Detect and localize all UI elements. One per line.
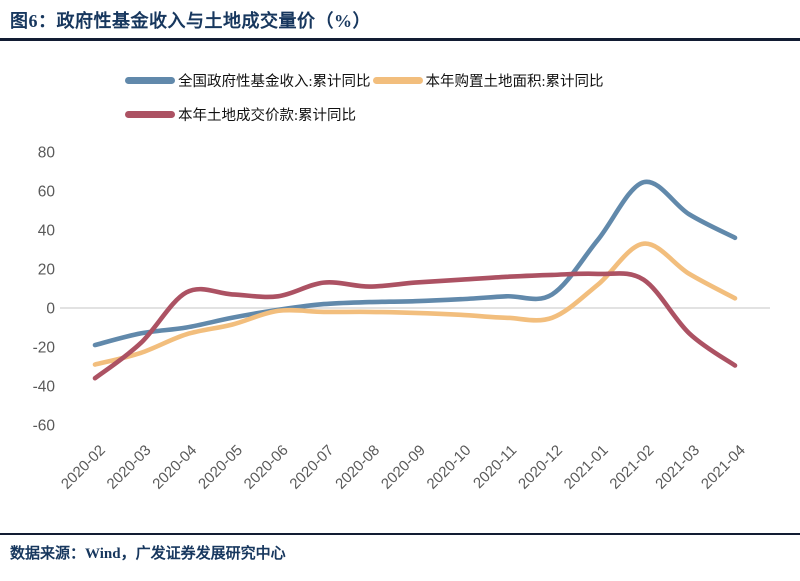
y-tick-label-6: -40 bbox=[33, 379, 56, 396]
y-tick-label-7: -60 bbox=[33, 418, 56, 435]
x-tick-label-11: 2021-01 bbox=[561, 442, 612, 493]
x-tick-label-12: 2021-02 bbox=[606, 442, 657, 493]
y-tick-label-4: 0 bbox=[46, 301, 55, 318]
legend-label-1: 本年购置土地面积:累计同比 bbox=[425, 74, 604, 90]
x-tick-label-2: 2020-04 bbox=[149, 442, 200, 493]
figure-title: 图6：政府性基金收入与土地成交量价（%） bbox=[10, 11, 371, 31]
legend-swatch-1 bbox=[372, 77, 423, 84]
x-tick-label-9: 2020-11 bbox=[470, 442, 520, 492]
chart-legend: 全国政府性基金收入:累计同比 本年购置土地面积:累计同比本年土地成交价款:累计同比 bbox=[125, 70, 745, 138]
x-tick-label-0: 2020-02 bbox=[58, 442, 109, 493]
land-area-line bbox=[92, 241, 738, 367]
y-tick-label-0: 80 bbox=[38, 145, 56, 162]
legend-swatch-2 bbox=[125, 111, 175, 118]
legend-item-1: 本年购置土地面积:累计同比 bbox=[372, 70, 604, 91]
legend-label-0: 全国政府性基金收入:累计同比 bbox=[178, 74, 371, 90]
legend-item-2: 本年土地成交价款:累计同比 bbox=[125, 104, 356, 125]
x-tick-label-10: 2020-12 bbox=[515, 442, 566, 493]
chart-canvas: 806040200-20-40-602020-022020-032020-042… bbox=[33, 145, 770, 493]
x-tick-label-5: 2020-07 bbox=[286, 442, 337, 493]
land-value-line bbox=[92, 271, 738, 381]
x-tick-label-4: 2020-06 bbox=[241, 442, 292, 493]
legend-swatch-0 bbox=[125, 77, 175, 84]
gov-fund-revenue-line bbox=[92, 179, 738, 348]
title-divider bbox=[0, 38, 800, 41]
footer-divider bbox=[0, 533, 800, 535]
legend-row-1: 本年土地成交价款:累计同比 bbox=[125, 104, 745, 125]
x-tick-label-13: 2021-03 bbox=[652, 442, 703, 493]
x-tick-label-7: 2020-09 bbox=[378, 442, 429, 493]
y-tick-label-5: -20 bbox=[33, 340, 56, 357]
x-tick-label-8: 2020-10 bbox=[424, 442, 475, 493]
legend-label-2: 本年土地成交价款:累计同比 bbox=[178, 108, 357, 124]
data-source: 数据来源：Wind，广发证券发展研究中心 bbox=[10, 546, 286, 562]
legend-row-0: 全国政府性基金收入:累计同比 本年购置土地面积:累计同比 bbox=[125, 70, 745, 91]
y-tick-label-3: 20 bbox=[38, 262, 56, 279]
y-tick-label-2: 40 bbox=[38, 223, 56, 240]
x-tick-label-1: 2020-03 bbox=[104, 442, 155, 493]
x-tick-label-6: 2020-08 bbox=[332, 442, 383, 493]
x-tick-label-14: 2021-04 bbox=[698, 442, 749, 493]
x-tick-label-3: 2020-05 bbox=[195, 442, 246, 493]
legend-item-0: 全国政府性基金收入:累计同比 bbox=[125, 70, 371, 91]
y-tick-label-1: 60 bbox=[38, 184, 56, 201]
